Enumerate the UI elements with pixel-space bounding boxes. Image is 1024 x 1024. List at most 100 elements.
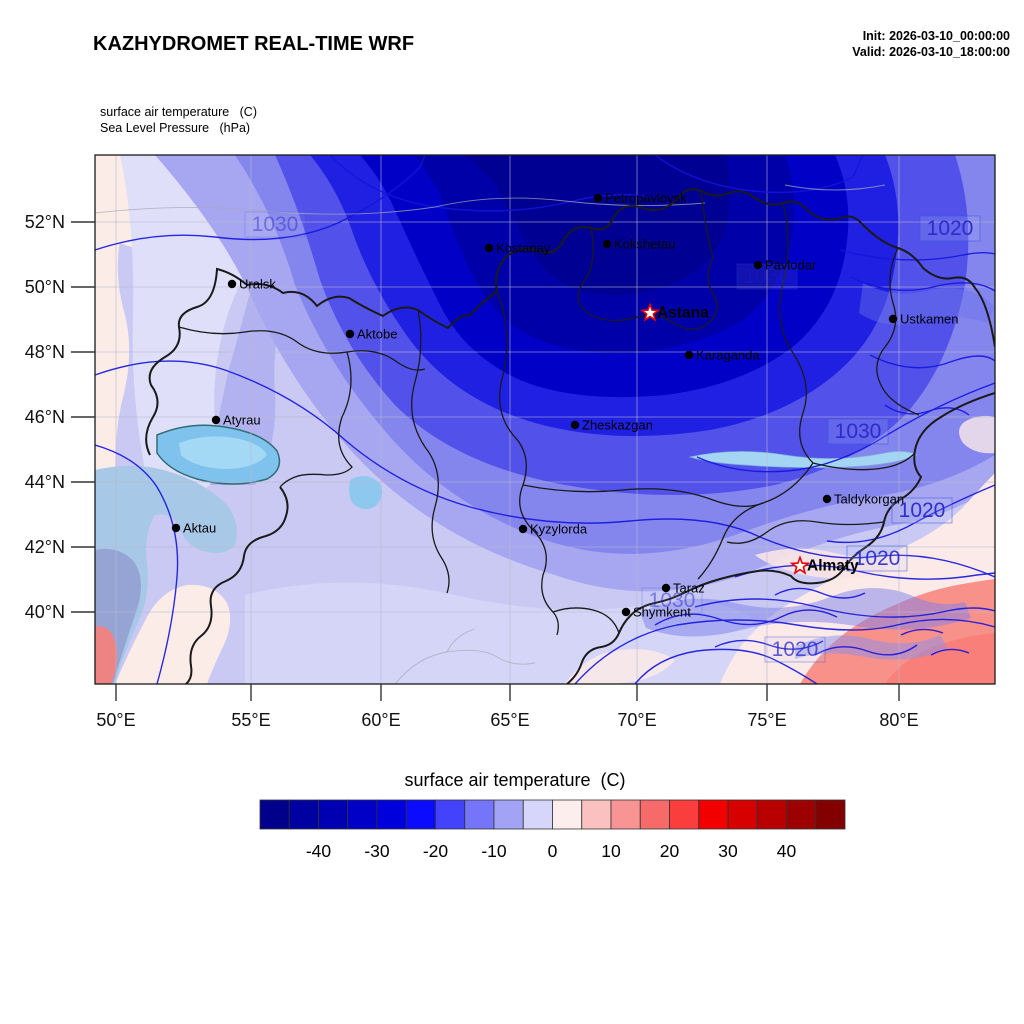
colorbar-cell: [669, 799, 700, 830]
pressure-label-box: [891, 497, 953, 524]
city-label: Kyzylorda: [530, 522, 588, 537]
city-label: Uralsk: [239, 277, 276, 292]
city-ustkamen: Ustkamen: [888, 312, 959, 327]
pressure-labels: 1030 1030 1020 1030 1020 1020 1030 1020: [244, 211, 981, 663]
city-label: Aktau: [183, 521, 216, 536]
pressure-label-box: [641, 587, 703, 614]
capital-star-icon: [639, 302, 661, 322]
var-line-1: surface air temperature (C): [100, 105, 257, 119]
city-dot-icon: [518, 524, 528, 534]
city-aktau: Aktau: [171, 521, 216, 536]
map-panel: 1030 1030 1020 1030 1020 1020 1030 1020 Petropa…: [25, 154, 996, 730]
colorbar-cell: [786, 799, 817, 830]
pressure-label: 1030: [736, 263, 798, 290]
city-dot-icon: [345, 329, 355, 339]
lat-tick-label: 48°N: [25, 342, 65, 362]
city-label: Pavlodar: [765, 258, 817, 273]
city-dot-icon: [484, 243, 494, 253]
pressure-label: 1030: [641, 587, 703, 614]
city-dot-icon: [684, 350, 694, 360]
pressure-label-text: 1020: [927, 217, 974, 240]
colorbar-tick-label: -20: [423, 841, 449, 861]
city-label: Shymkent: [633, 605, 691, 620]
colorbar-cell: [318, 799, 349, 830]
colorbar-cell: [815, 799, 846, 830]
colorbar: surface air temperature (C) -40 -30 -20 -10…: [259, 770, 846, 861]
city-petropavlovsk: Petropavlovsk: [593, 191, 687, 206]
kazakhstan-borders: [145, 188, 995, 684]
pressure-label-box: [244, 211, 306, 238]
colorbar-tick-label: 0: [548, 841, 558, 861]
colorbar-tick-label: 30: [718, 841, 738, 861]
colorbar-title: surface air temperature (C): [404, 770, 625, 790]
lon-tick-label: 50°E: [96, 710, 135, 730]
colorbar-cells: [259, 799, 846, 830]
city-label: Aktobe: [357, 327, 397, 342]
colorbar-cell: [756, 799, 787, 830]
pressure-label: 1030: [827, 418, 889, 445]
colorbar-cell: [522, 799, 553, 830]
pressure-label-text: 1020: [772, 638, 819, 661]
colorbar-cell: [376, 799, 407, 830]
valid-time: Valid: 2026-03-10_18:00:00: [852, 45, 1010, 59]
city-label: Kokshetau: [614, 237, 675, 252]
lat-tick-label: 44°N: [25, 472, 65, 492]
city-dot-icon: [753, 260, 763, 270]
colorbar-cell: [259, 799, 290, 830]
lat-tick-label: 46°N: [25, 407, 65, 427]
pressure-label-text: 1030: [744, 265, 791, 288]
colorbar-tick-labels: -40 -30 -20 -10 0 10 20 30 40: [306, 841, 797, 861]
colorbar-cell: [464, 799, 495, 830]
city-dot-icon: [171, 523, 181, 533]
temperature-field: [95, 155, 995, 684]
city-zheskazgan: Zheskazgan: [570, 418, 653, 433]
colorbar-cell: [347, 799, 378, 830]
lon-tick-label: 55°E: [231, 710, 270, 730]
colorbar-tick-label: -10: [481, 841, 507, 861]
city-dot-icon: [227, 279, 237, 289]
city-atyrau: Atyrau: [211, 413, 261, 428]
lat-tick-label: 50°N: [25, 277, 65, 297]
city-pavlodar: Pavlodar: [753, 258, 817, 273]
foreign-admin-borders: [95, 184, 886, 684]
colorbar-cell: [493, 799, 524, 830]
city-karaganda: Karaganda: [684, 348, 760, 363]
latitude-axis: 52°N 50°N 48°N 46°N 44°N 42°N 40°N: [25, 212, 95, 622]
pressure-label-text: 1030: [252, 213, 299, 236]
city-label: Almaty: [807, 558, 859, 575]
city-dot-icon: [888, 314, 898, 324]
city-label: Taldykorgan: [834, 492, 904, 507]
colorbar-tick-label: 10: [601, 841, 621, 861]
city-dot-icon: [570, 420, 580, 430]
city-kyzylorda: Kyzylorda: [518, 522, 588, 537]
pressure-label-box: [846, 545, 908, 572]
city-dot-icon: [602, 239, 612, 249]
map-frame: [94, 154, 996, 685]
colorbar-cell: [610, 799, 641, 830]
city-kostanay: Kostanay: [484, 241, 551, 256]
lon-tick-label: 65°E: [490, 710, 529, 730]
map-title: KAZHYDROMET REAL-TIME WRF: [93, 33, 414, 55]
city-label: Zheskazgan: [582, 418, 653, 433]
pressure-label: 1020: [846, 545, 908, 572]
city-dot-icon: [822, 494, 832, 504]
lon-tick-label: 80°E: [879, 710, 918, 730]
colorbar-cell: [405, 799, 436, 830]
city-markers: Petropavlovsk Kostanay Kokshetau Pavlodar Ur…: [171, 191, 959, 620]
pressure-label: 1020: [764, 636, 826, 663]
city-astana: Astana: [639, 302, 709, 322]
var-line-2: Sea Level Pressure (hPa): [100, 121, 250, 135]
colorbar-tick-label: 20: [660, 841, 680, 861]
city-label: Taraz: [673, 581, 705, 596]
longitude-axis: 50°E 55°E 60°E 65°E 70°E 75°E 80°E: [96, 684, 919, 730]
pressure-label-text: 1020: [854, 547, 901, 570]
map-layers: [95, 155, 995, 684]
colorbar-cell: [435, 799, 466, 830]
pressure-label: 1020: [919, 215, 981, 242]
pressure-label-box: [827, 418, 889, 445]
city-dot-icon: [661, 583, 671, 593]
city-almaty: Almaty: [789, 555, 859, 575]
pressure-label: 1030: [244, 211, 306, 238]
